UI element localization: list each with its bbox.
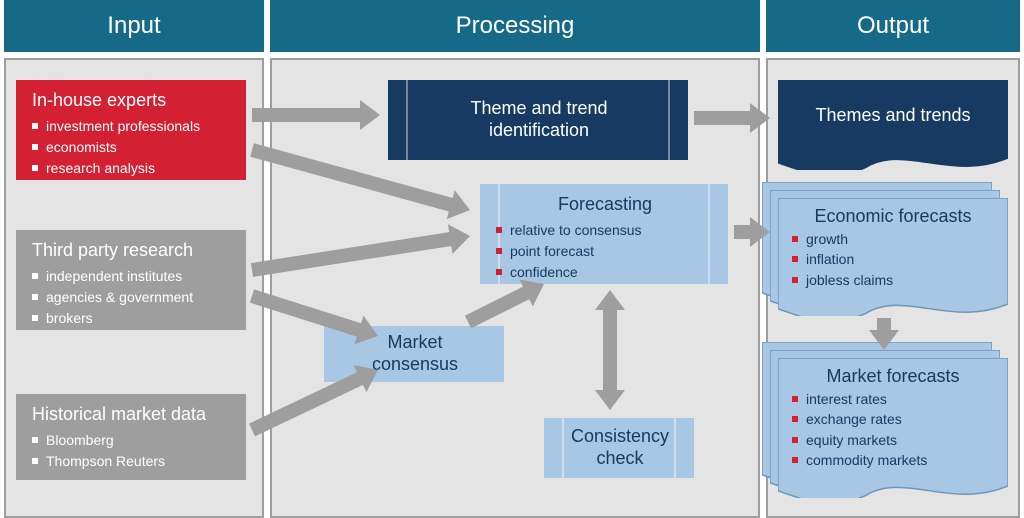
output-economic-card: Economic forecastsgrowthinflationjobless… [778, 198, 1008, 316]
output-economic: Economic forecastsgrowthinflationjobless… [762, 182, 1008, 316]
input-third_party-list: independent institutesagencies & governm… [32, 266, 232, 329]
output-economic-item: jobless claims [792, 270, 994, 290]
proc-consistency-title: Consistency check [571, 426, 669, 469]
input-historical: Historical market data BloombergThompson … [16, 394, 246, 480]
proc-consistency-stripe-r [674, 418, 694, 478]
output-market-title: Market forecasts [792, 366, 994, 387]
output-market-item: equity markets [792, 430, 994, 450]
input-third_party-item: independent institutes [32, 266, 232, 287]
input-historical-list: BloombergThompson Reuters [32, 430, 232, 472]
output-market: Market forecastsinterest ratesexchange r… [762, 342, 1008, 498]
input-experts-title: In-house experts [32, 90, 232, 112]
proc-forecasting-title: Forecasting [496, 194, 714, 216]
input-third_party-title: Third party research [32, 240, 232, 262]
input-experts-list: investment professionalseconomistsresear… [32, 116, 232, 179]
proc-consistency: Consistency check [544, 418, 694, 478]
output-economic-item: inflation [792, 249, 994, 269]
input-experts-item: economists [32, 137, 232, 158]
output-economic-list: growthinflationjobless claims [792, 229, 994, 290]
output-themes-content: Themes and trends [792, 105, 994, 128]
proc-forecasting-item: point forecast [496, 241, 714, 262]
column-header-output: Output [766, 0, 1020, 52]
output-market-list: interest ratesexchange ratesequity marke… [792, 389, 994, 470]
proc-consensus: Market consensus [324, 326, 504, 382]
proc-theme-stripe-l [388, 80, 408, 160]
proc-forecasting-list: relative to consensuspoint forecastconfi… [496, 220, 714, 283]
proc-theme: Theme and trend identification [388, 80, 688, 160]
proc-forecasting-item: relative to consensus [496, 220, 714, 241]
input-historical-item: Thompson Reuters [32, 451, 232, 472]
proc-consistency-stripe-l [544, 418, 564, 478]
input-third_party-item: brokers [32, 308, 232, 329]
output-economic-item: growth [792, 229, 994, 249]
output-market-item: interest rates [792, 389, 994, 409]
input-experts: In-house experts investment professionals… [16, 80, 246, 180]
output-market-item: exchange rates [792, 409, 994, 429]
proc-theme-stripe-r [668, 80, 688, 160]
output-themes-card: Themes and trends [778, 80, 1008, 170]
output-market-content: Market forecastsinterest ratesexchange r… [792, 366, 994, 470]
input-third_party: Third party research independent institut… [16, 230, 246, 330]
column-header-input: Input [4, 0, 264, 52]
proc-consensus-title: Market consensus [358, 332, 472, 375]
output-economic-content: Economic forecastsgrowthinflationjobless… [792, 206, 994, 290]
output-themes-title: Themes and trends [792, 105, 994, 126]
proc-forecasting: Forecasting relative to consensuspoint fo… [480, 184, 728, 284]
input-experts-item: research analysis [32, 158, 232, 179]
input-experts-item: investment professionals [32, 116, 232, 137]
output-market-item: commodity markets [792, 450, 994, 470]
output-market-card: Market forecastsinterest ratesexchange r… [778, 358, 1008, 498]
proc-forecasting-item: confidence [496, 262, 714, 283]
column-header-processing: Processing [270, 0, 760, 52]
input-third_party-item: agencies & government [32, 287, 232, 308]
input-historical-title: Historical market data [32, 404, 232, 426]
input-historical-item: Bloomberg [32, 430, 232, 451]
proc-theme-title: Theme and trend identification [422, 98, 656, 141]
output-economic-title: Economic forecasts [792, 206, 994, 227]
output-themes: Themes and trends [778, 80, 1008, 170]
